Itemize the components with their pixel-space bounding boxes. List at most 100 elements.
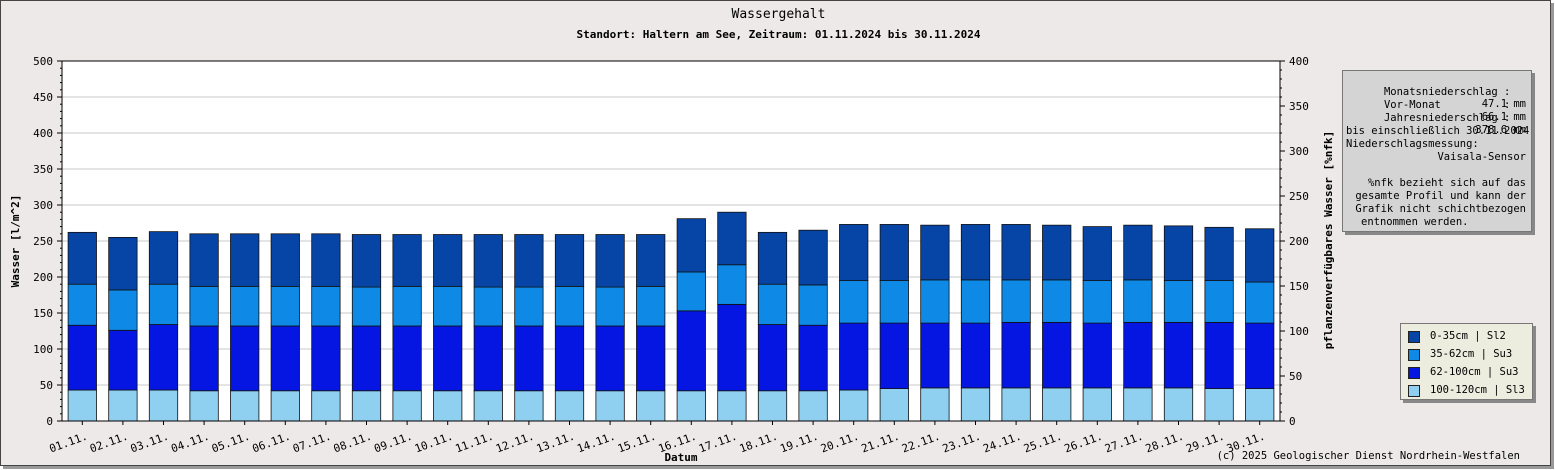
bar-segment-0-35cm [1245, 228, 1275, 283]
bar-segment-0-35cm [67, 231, 97, 285]
y-tick-label: 0 [46, 415, 53, 428]
annual-precip-label: Jahresniederschlag : [1383, 111, 1511, 124]
bar-segment-0-35cm [554, 234, 585, 287]
x-tick-label: 04.11. [169, 430, 211, 456]
bar-segment-35-62cm [757, 283, 788, 325]
until-date-text: bis einschließlich 30.11.2024 [1346, 125, 1530, 137]
y-tick-label: 450 [33, 91, 53, 104]
bar-segment-62-100cm [1042, 321, 1072, 389]
x-tick-label: 03.11. [129, 430, 171, 456]
x-tick-label: 13.11. [535, 430, 577, 456]
x-tick-label: 09.11. [372, 430, 414, 456]
precipitation-info-box: Monatsniederschlag : 47.1 mm Vor-Monat :… [1342, 70, 1532, 232]
bar-segment-35-62cm [798, 284, 828, 326]
y2-tick-label: 100 [1289, 325, 1309, 338]
bar-segment-35-62cm [920, 279, 950, 324]
y-tick-label: 300 [33, 199, 53, 212]
bar-segment-100-120cm [554, 390, 585, 422]
bar-segment-62-100cm [1123, 321, 1153, 389]
bar-segment-0-35cm [148, 231, 179, 285]
sensor-name: Vaisala-Sensor [1437, 151, 1526, 163]
bar-segment-0-35cm [798, 229, 828, 286]
bar-segment-62-100cm [717, 303, 747, 392]
bar-segment-100-120cm [839, 389, 869, 422]
x-tick-label: 28.11. [1144, 430, 1186, 456]
bar-segment-0-35cm [960, 224, 991, 281]
bar-segment-0-35cm [1204, 226, 1234, 282]
bar-segment-62-100cm [1204, 321, 1234, 389]
prev-month-value: 66.1 mm [1481, 111, 1526, 124]
bar-segment-35-62cm [514, 286, 544, 327]
x-tick-label: 18.11. [738, 430, 780, 456]
y2-tick-label: 350 [1289, 100, 1309, 113]
prev-month-label: Vor-Monat : [1383, 98, 1511, 111]
x-tick-label: 02.11. [88, 430, 130, 456]
bar-segment-35-62cm [189, 285, 219, 327]
bar-segment-62-100cm [392, 325, 422, 392]
bar-segment-0-35cm [1163, 225, 1194, 282]
bar-segment-62-100cm [189, 325, 219, 392]
bar-segment-0-35cm [392, 234, 422, 287]
bar-segment-62-100cm [514, 325, 544, 392]
y-tick-label: 150 [33, 307, 53, 320]
bar-segment-35-62cm [1123, 279, 1153, 323]
bar-segment-35-62cm [311, 285, 341, 327]
bar-segment-62-100cm [798, 324, 828, 392]
bar-segment-0-35cm [270, 233, 300, 287]
bar-segment-0-35cm [1001, 224, 1031, 281]
x-tick-label: 12.11. [494, 430, 536, 456]
bar-segment-100-120cm [636, 390, 666, 422]
bar-segment-35-62cm [1163, 280, 1194, 323]
legend-swatch-62-100cm [1408, 367, 1420, 379]
x-tick-label: 26.11. [1063, 430, 1105, 456]
legend-label-62-100cm: 62-100cm | Su3 [1430, 366, 1519, 378]
bar-segment-0-35cm [839, 224, 869, 282]
y2-tick-label: 0 [1289, 415, 1296, 428]
bar-segment-35-62cm [1082, 280, 1112, 324]
bar-segment-100-120cm [717, 390, 747, 422]
bar-segment-100-120cm [270, 390, 300, 422]
bar-segment-62-100cm [960, 322, 991, 389]
bar-segment-100-120cm [108, 389, 138, 422]
bar-segment-0-35cm [676, 218, 706, 273]
bar-segment-0-35cm [595, 234, 625, 288]
bar-segment-100-120cm [1001, 387, 1031, 422]
bar-segment-35-62cm [717, 264, 747, 305]
bar-segment-35-62cm [1042, 279, 1072, 323]
y-axis-title: Wasser [l/m^2] [9, 195, 22, 288]
bar-segment-100-120cm [1204, 388, 1234, 422]
x-tick-label: 07.11. [291, 430, 333, 456]
bar-segment-62-100cm [920, 322, 950, 389]
x-tick-label: 25.11. [1022, 430, 1064, 456]
bar-segment-35-62cm [839, 280, 869, 324]
y2-tick-label: 250 [1289, 190, 1309, 203]
x-tick-label: 08.11. [332, 430, 374, 456]
bar-segment-100-120cm [351, 390, 382, 422]
legend-swatch-0-35cm [1408, 331, 1420, 343]
bar-segment-35-62cm [676, 271, 706, 312]
x-tick-label: 05.11. [210, 430, 252, 456]
x-tick-label: 21.11. [860, 430, 902, 456]
bar-segment-35-62cm [67, 283, 97, 326]
bar-segment-0-35cm [757, 231, 788, 285]
bar-segment-62-100cm [1245, 322, 1275, 389]
plot-border [61, 60, 1281, 422]
bar-segment-100-120cm [757, 390, 788, 422]
bar-segment-62-100cm [270, 325, 300, 392]
bar-segment-0-35cm [514, 234, 544, 288]
bar-segment-100-120cm [392, 390, 422, 422]
bar-segment-100-120cm [433, 390, 463, 422]
bar-segment-100-120cm [189, 390, 219, 422]
bar-segment-100-120cm [473, 390, 503, 422]
bar-segment-35-62cm [960, 279, 991, 324]
monthly-precip-label: Monatsniederschlag : [1383, 85, 1511, 98]
bar-segment-35-62cm [879, 280, 909, 324]
bar-segment-100-120cm [1245, 388, 1275, 422]
bar-segment-62-100cm [757, 324, 788, 392]
nfk-note-line-1: %nfk bezieht sich auf das [1367, 177, 1526, 189]
legend-swatch-100-120cm [1408, 385, 1420, 397]
bar-segment-100-120cm [879, 388, 909, 422]
legend: 0-35cm | Sl2 35-62cm | Su3 62-100cm | Su… [1400, 323, 1533, 400]
